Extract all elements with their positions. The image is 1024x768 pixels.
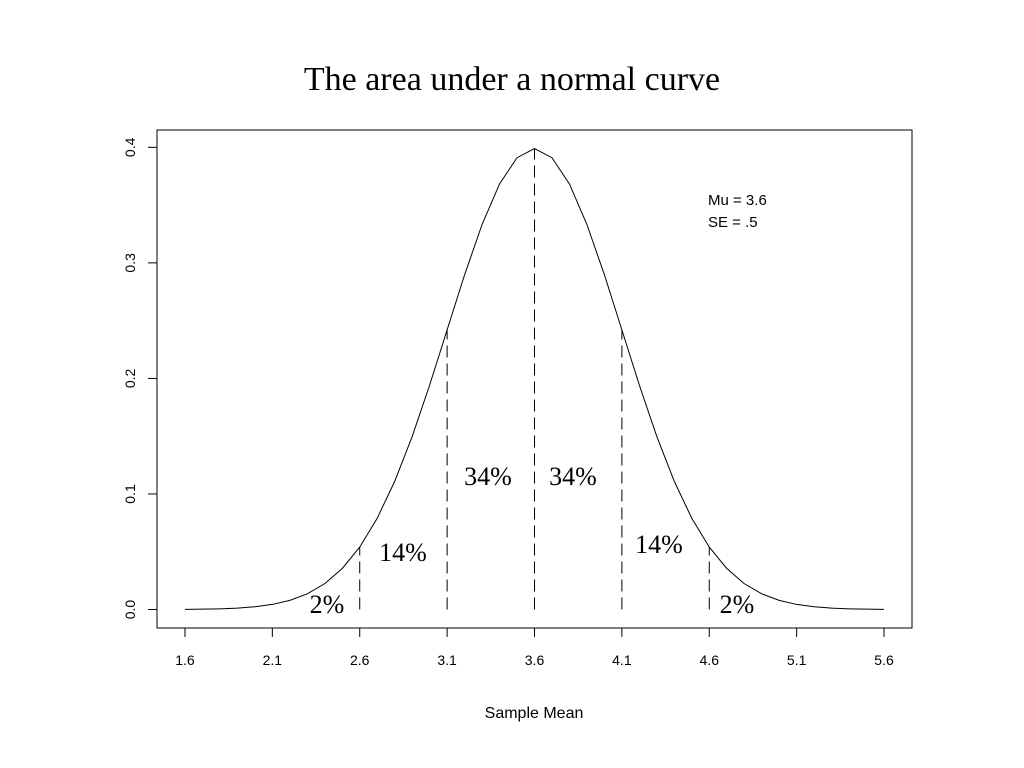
legend-text: SE = .5: [708, 214, 758, 231]
area-label: 14%: [635, 530, 683, 559]
x-tick-label: 2.6: [350, 652, 370, 668]
area-label: 34%: [464, 462, 512, 491]
curve: [184, 148, 885, 610]
y-tick-label: 0.3: [122, 253, 138, 273]
x-tick-label: 4.6: [700, 652, 720, 668]
area-label: 34%: [549, 462, 597, 491]
x-tick-label: 1.6: [175, 652, 195, 668]
x-tick-label: 2.1: [263, 652, 283, 668]
y-tick-label: 0.2: [122, 368, 138, 388]
area-label: 2%: [720, 590, 755, 619]
legend-text: Mu = 3.6: [708, 192, 767, 209]
x-tick-label: 3.6: [525, 652, 545, 668]
x-tick-label: 3.1: [437, 652, 457, 668]
x-tick-label: 5.1: [787, 652, 807, 668]
area-label: 14%: [379, 538, 427, 567]
x-tick-label: 4.1: [612, 652, 632, 668]
area-label: 2%: [310, 590, 345, 619]
x-axis-label: Sample Mean: [485, 705, 584, 722]
y-tick-label: 0.0: [122, 600, 138, 620]
y-tick-label: 0.1: [122, 484, 138, 504]
y-tick-label: 0.4: [122, 137, 138, 157]
x-tick-label: 5.6: [874, 652, 894, 668]
chart-title: The area under a normal curve: [304, 61, 720, 98]
